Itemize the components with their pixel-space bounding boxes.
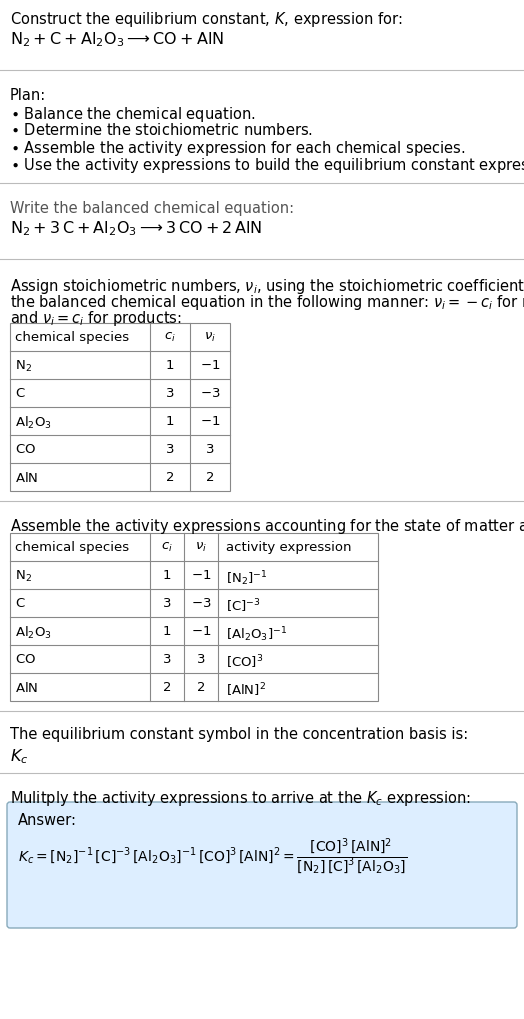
Text: 1: 1 [166,415,174,428]
Text: Assign stoichiometric numbers, $\nu_i$, using the stoichiometric coefficients, $: Assign stoichiometric numbers, $\nu_i$, … [10,277,524,296]
Text: Assemble the activity expressions accounting for the state of matter and $\nu_i$: Assemble the activity expressions accoun… [10,517,524,536]
Text: $\mathrm{Al_2O_3}$: $\mathrm{Al_2O_3}$ [15,415,52,431]
Text: Write the balanced chemical equation:: Write the balanced chemical equation: [10,201,294,216]
Text: the balanced chemical equation in the following manner: $\nu_i = -c_i$ for react: the balanced chemical equation in the fo… [10,293,524,312]
Text: $\mathrm{Al_2O_3}$: $\mathrm{Al_2O_3}$ [15,625,52,641]
Text: 1: 1 [166,359,174,372]
Text: 2: 2 [163,681,171,694]
Text: $\mathrm{AlN}$: $\mathrm{AlN}$ [15,681,38,695]
Text: $-1$: $-1$ [191,569,211,582]
Text: $[\mathrm{CO}]^{3}$: $[\mathrm{CO}]^{3}$ [226,653,263,671]
Text: Answer:: Answer: [18,813,77,828]
Text: $\mathrm{N_2}$: $\mathrm{N_2}$ [15,359,32,374]
Text: $\bullet$ Balance the chemical equation.: $\bullet$ Balance the chemical equation. [10,105,255,124]
Text: activity expression: activity expression [226,541,352,554]
Text: 3: 3 [206,443,214,455]
Text: 3: 3 [166,443,174,455]
Text: $\mathrm{C}$: $\mathrm{C}$ [15,597,26,610]
Text: $\mathrm{CO}$: $\mathrm{CO}$ [15,653,36,666]
Text: $c_i$: $c_i$ [164,331,176,344]
Text: $\nu_i$: $\nu_i$ [204,331,216,344]
Text: $[\mathrm{N_2}]^{-1}$: $[\mathrm{N_2}]^{-1}$ [226,569,268,588]
Text: $\bullet$ Determine the stoichiometric numbers.: $\bullet$ Determine the stoichiometric n… [10,122,313,138]
Text: $\mathrm{N_2 + 3\,C + Al_2O_3} \longrightarrow \mathrm{3\,CO + 2\,AlN}$: $\mathrm{N_2 + 3\,C + Al_2O_3} \longrigh… [10,219,263,237]
Text: $\mathrm{N_2}$: $\mathrm{N_2}$ [15,569,32,584]
Text: 2: 2 [196,681,205,694]
Text: Mulitply the activity expressions to arrive at the $K_c$ expression:: Mulitply the activity expressions to arr… [10,789,471,808]
Text: $[\mathrm{Al_2O_3}]^{-1}$: $[\mathrm{Al_2O_3}]^{-1}$ [226,625,287,644]
Text: $-3$: $-3$ [191,597,211,610]
FancyBboxPatch shape [7,802,517,928]
Text: $-1$: $-1$ [191,625,211,638]
Text: $K_c$: $K_c$ [10,747,28,765]
Text: $K_c = [\mathrm{N_2}]^{-1}\,[\mathrm{C}]^{-3}\,[\mathrm{Al_2O_3}]^{-1}\,[\mathrm: $K_c = [\mathrm{N_2}]^{-1}\,[\mathrm{C}]… [18,837,407,877]
Bar [10,323,230,491]
Text: $-1$: $-1$ [200,415,220,428]
Text: $-1$: $-1$ [200,359,220,372]
Text: $\mathrm{CO}$: $\mathrm{CO}$ [15,443,36,455]
Text: $-3$: $-3$ [200,387,220,400]
Text: 3: 3 [163,653,171,666]
Text: and $\nu_i = c_i$ for products:: and $\nu_i = c_i$ for products: [10,309,182,328]
Text: 3: 3 [166,387,174,400]
Text: 3: 3 [196,653,205,666]
Text: $\mathrm{AlN}$: $\mathrm{AlN}$ [15,471,38,485]
Text: 1: 1 [163,625,171,638]
Text: chemical species: chemical species [15,541,129,554]
Text: Plan:: Plan: [10,88,46,103]
Text: $\bullet$ Assemble the activity expression for each chemical species.: $\bullet$ Assemble the activity expressi… [10,139,465,158]
Text: 2: 2 [206,471,214,484]
Text: $\mathrm{N_2 + C + Al_2O_3} \longrightarrow \mathrm{CO + AlN}$: $\mathrm{N_2 + C + Al_2O_3} \longrightar… [10,30,224,49]
Text: $\nu_i$: $\nu_i$ [195,541,207,554]
Text: $[\mathrm{AlN}]^{2}$: $[\mathrm{AlN}]^{2}$ [226,681,266,699]
Text: 2: 2 [166,471,174,484]
Text: $c_i$: $c_i$ [161,541,173,554]
Text: $\mathrm{C}$: $\mathrm{C}$ [15,387,26,400]
Text: 1: 1 [163,569,171,582]
Bar [10,533,378,701]
Text: The equilibrium constant symbol in the concentration basis is:: The equilibrium constant symbol in the c… [10,727,468,742]
Text: $[\mathrm{C}]^{-3}$: $[\mathrm{C}]^{-3}$ [226,597,260,614]
Text: $\bullet$ Use the activity expressions to build the equilibrium constant express: $\bullet$ Use the activity expressions t… [10,156,524,175]
Text: chemical species: chemical species [15,331,129,344]
Text: Construct the equilibrium constant, $K$, expression for:: Construct the equilibrium constant, $K$,… [10,10,402,29]
Text: 3: 3 [163,597,171,610]
